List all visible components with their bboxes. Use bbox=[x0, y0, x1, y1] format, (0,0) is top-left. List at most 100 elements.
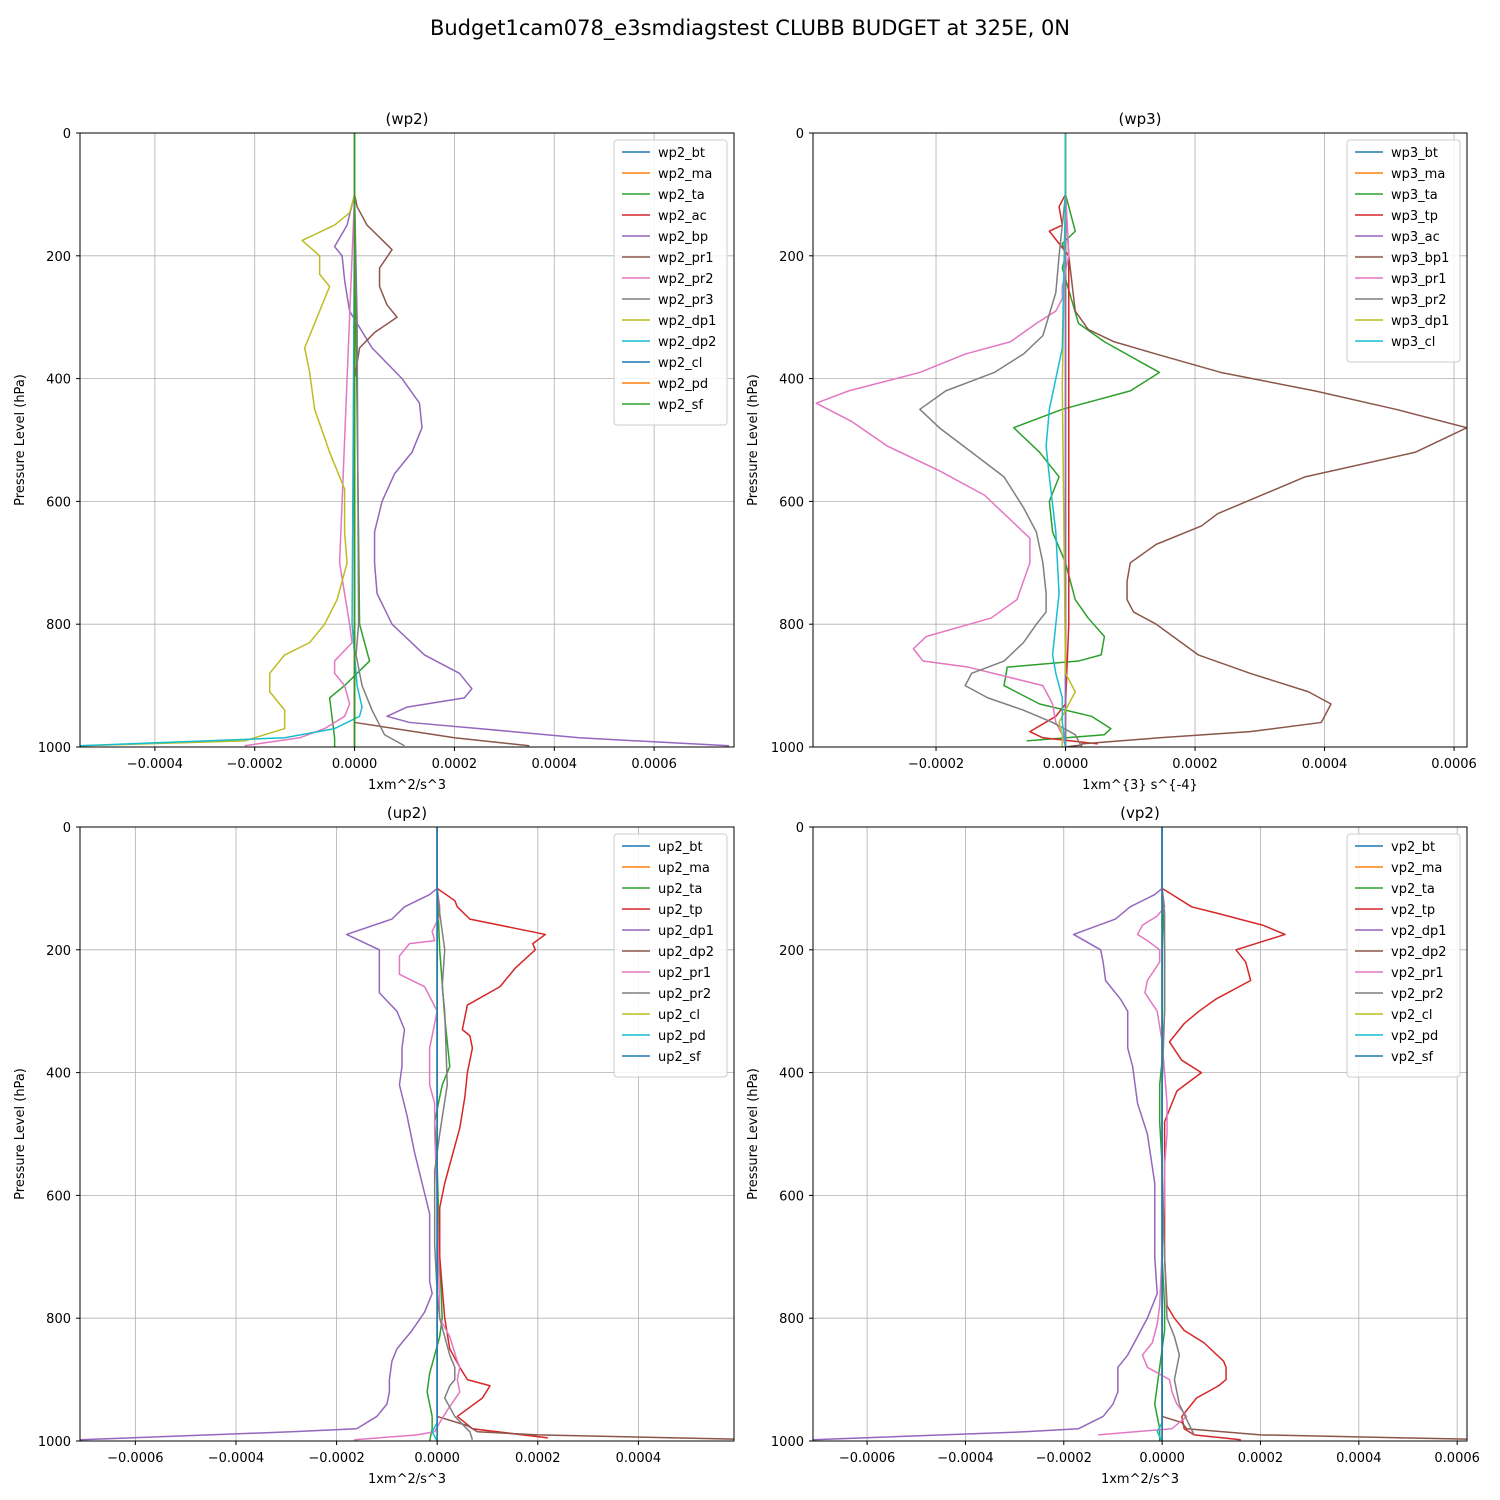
legend-frame bbox=[1346, 139, 1461, 363]
legend-label: up2_cl bbox=[658, 1008, 700, 1023]
legend-label: vp2_sf bbox=[1391, 1050, 1433, 1065]
y-tick-label: 800 bbox=[46, 618, 71, 633]
subplot-1: −0.0004 −0.0002 0.0000 0.0002 0.0004 0.0006 0 2… bbox=[13, 110, 735, 793]
legend-label: wp3_bt bbox=[1391, 146, 1438, 161]
figure-suptitle: Budget1cam078_e3smdiagstest CLUBB BUDGET… bbox=[429, 16, 1071, 40]
x-tick-label: 0.0006 bbox=[1431, 757, 1477, 772]
legend-label: wp2_pr2 bbox=[658, 272, 714, 287]
x-tick-label: 0.0000 bbox=[1043, 757, 1089, 772]
y-tick-label: 400 bbox=[46, 1067, 71, 1082]
axes-frame bbox=[79, 132, 735, 748]
series-line-vp2_ta bbox=[1154, 827, 1166, 1441]
legend-label: vp2_cl bbox=[1391, 1008, 1432, 1023]
y-tick-label: 1000 bbox=[771, 741, 804, 756]
legend-label: wp3_cl bbox=[1391, 335, 1435, 350]
legend-label: wp3_tp bbox=[1391, 209, 1438, 224]
y-tick-label: 1000 bbox=[38, 1435, 71, 1450]
legend-label: vp2_pr1 bbox=[1391, 966, 1444, 981]
x-tick-label: 0.0004 bbox=[1302, 757, 1348, 772]
subplot-title: (wp3) bbox=[1118, 110, 1161, 128]
subplot-3: −0.0006 −0.0004 −0.0002 0.0000 0.0002 0.0004 0… bbox=[13, 804, 735, 1487]
y-tick-label: 0 bbox=[63, 127, 71, 142]
y-tick-label: 600 bbox=[779, 495, 804, 510]
series-line-up2_pr1 bbox=[354, 827, 461, 1441]
series-group bbox=[815, 133, 1467, 747]
y-tick-label: 0 bbox=[63, 821, 71, 836]
x-tick-label: 0.0002 bbox=[1172, 757, 1218, 772]
y-tick-label: 200 bbox=[46, 944, 71, 959]
series-line-wp2_dp2 bbox=[80, 133, 363, 747]
y-tick-label: 1000 bbox=[38, 741, 71, 756]
y-tick-label: 400 bbox=[779, 373, 804, 388]
series-line-up2_tp bbox=[436, 827, 548, 1439]
y-tick-label: 600 bbox=[46, 495, 71, 510]
axes-frame bbox=[79, 826, 735, 1442]
y-tick-label: 800 bbox=[779, 1312, 804, 1327]
legend: wp2_bt wp2_ma wp2_ta wp2_ac wp2_bp wp2_pr1 wp2… bbox=[613, 139, 728, 426]
y-tick-label: 600 bbox=[779, 1189, 804, 1204]
legend-label: vp2_dp1 bbox=[1391, 924, 1447, 939]
y-tick-label: 600 bbox=[46, 1189, 71, 1204]
x-tick-label: 0.0004 bbox=[616, 1451, 662, 1466]
y-axis-label: Pressure Level (hPa) bbox=[13, 1068, 28, 1200]
subplot-title: (wp2) bbox=[385, 110, 428, 128]
y-tick-label: 0 bbox=[796, 821, 804, 836]
x-tick-label: −0.0002 bbox=[308, 1451, 364, 1466]
x-tick-label: 0.0006 bbox=[631, 757, 677, 772]
x-axis-label: 1xm^2/s^3 bbox=[1101, 1472, 1179, 1487]
legend-label: vp2_tp bbox=[1391, 903, 1435, 918]
x-tick-label: −0.0002 bbox=[227, 757, 283, 772]
y-tick-label: 400 bbox=[779, 1067, 804, 1082]
series-line-wp2_pr2 bbox=[244, 133, 356, 747]
legend-label: wp2_ac bbox=[658, 209, 707, 224]
legend-label: up2_ta bbox=[658, 882, 702, 897]
legend-label: vp2_ta bbox=[1391, 882, 1435, 897]
legend-label: up2_ma bbox=[658, 861, 710, 876]
legend-label: wp3_pr2 bbox=[1391, 293, 1447, 308]
legend-label: up2_sf bbox=[658, 1050, 701, 1065]
x-axis-label: 1xm^{3} s^{-4} bbox=[1082, 778, 1198, 793]
y-tick-label: 0 bbox=[796, 127, 804, 142]
series-line-wp3_tp bbox=[1029, 133, 1098, 745]
legend-label: wp2_sf bbox=[658, 398, 703, 413]
series-line-vp2_tp bbox=[1161, 827, 1286, 1441]
y-axis-label: Pressure Level (hPa) bbox=[13, 374, 28, 506]
legend-label: wp3_dp1 bbox=[1391, 314, 1449, 329]
legend-label: up2_dp2 bbox=[658, 945, 714, 960]
series-group bbox=[813, 827, 1467, 1441]
series-line-wp3_pr2 bbox=[919, 133, 1083, 747]
y-axis-label: Pressure Level (hPa) bbox=[746, 1068, 761, 1200]
series-line-wp3_ta bbox=[1003, 133, 1161, 742]
x-tick-label: 0.0000 bbox=[332, 757, 378, 772]
y-tick-label: 800 bbox=[46, 1312, 71, 1327]
series-line-up2_dp1 bbox=[80, 827, 438, 1441]
y-tick-label: 800 bbox=[779, 618, 804, 633]
legend-label: up2_bt bbox=[658, 840, 703, 855]
series-line-wp3_cl bbox=[1045, 133, 1067, 747]
legend-label: wp2_ma bbox=[658, 167, 712, 182]
series-line-wp2_dp1 bbox=[80, 133, 356, 747]
y-tick-label: 200 bbox=[779, 944, 804, 959]
y-axis-label: Pressure Level (hPa) bbox=[746, 374, 761, 506]
legend-frame bbox=[1346, 833, 1461, 1078]
x-tick-label: 0.0002 bbox=[1238, 1451, 1284, 1466]
legend-label: up2_tp bbox=[658, 903, 703, 918]
x-tick-label: −0.0006 bbox=[107, 1451, 163, 1466]
series-line-wp2_pr3 bbox=[353, 133, 405, 747]
y-tick-label: 200 bbox=[779, 250, 804, 265]
legend-label: vp2_pr2 bbox=[1391, 987, 1444, 1002]
legend-label: vp2_bt bbox=[1391, 840, 1435, 855]
legend-label: wp2_bt bbox=[658, 146, 705, 161]
x-tick-label: 0.0004 bbox=[1336, 1451, 1382, 1466]
x-tick-label: 0.0002 bbox=[515, 1451, 561, 1466]
legend-label: wp2_bp bbox=[658, 230, 708, 245]
x-tick-label: 0.0004 bbox=[532, 757, 578, 772]
legend-label: wp2_pd bbox=[658, 377, 708, 392]
x-tick-label: −0.0004 bbox=[208, 1451, 264, 1466]
subplot-2: −0.0002 0.0000 0.0002 0.0004 0.0006 0 200 400 60… bbox=[746, 110, 1477, 793]
x-axis-label: 1xm^2/s^3 bbox=[368, 778, 446, 793]
x-tick-label: 0.0000 bbox=[1139, 1451, 1185, 1466]
axes-frame bbox=[812, 826, 1468, 1442]
x-axis-label: 1xm^2/s^3 bbox=[368, 1472, 446, 1487]
series-line-wp3_bp1 bbox=[1064, 133, 1467, 747]
